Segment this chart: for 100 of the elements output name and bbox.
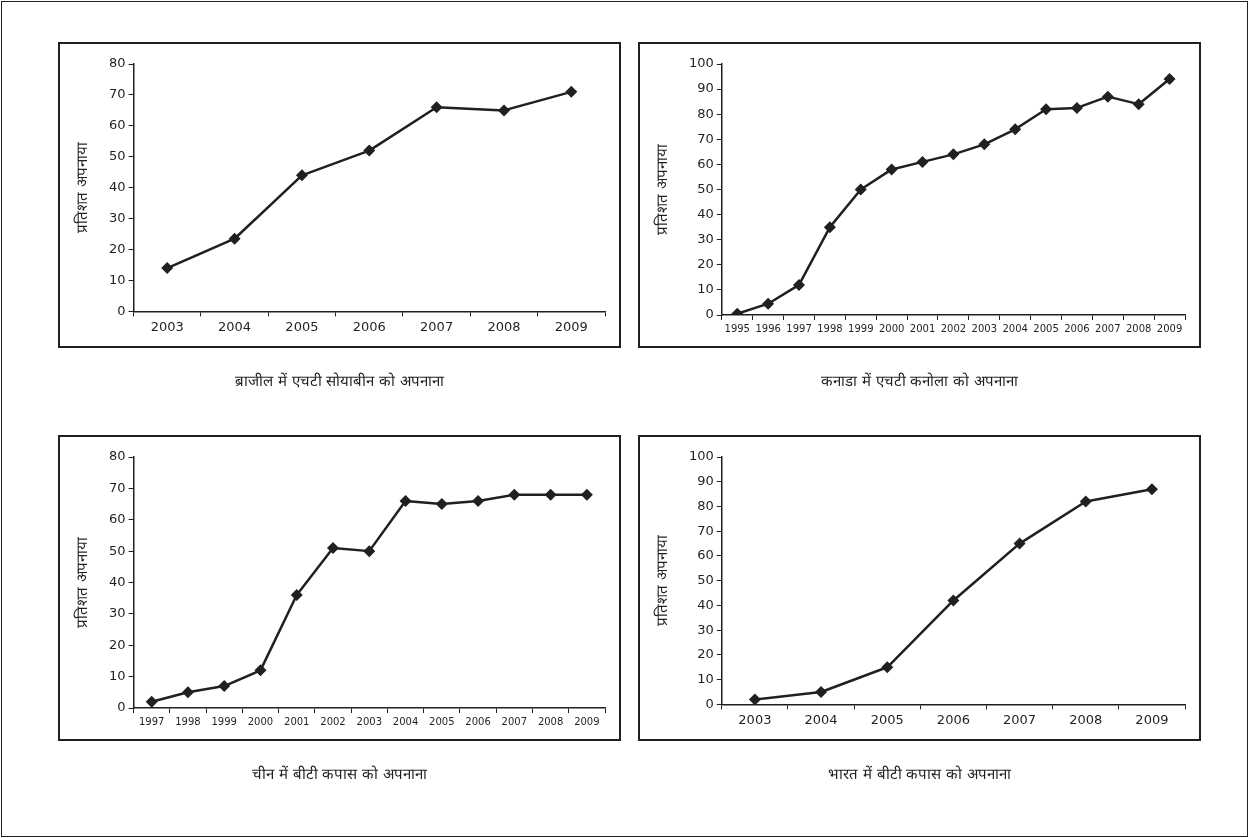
- x-tick-label: 2004: [218, 318, 252, 334]
- x-tick-label: 2008: [1125, 322, 1152, 334]
- y-axis-title: प्रतिशत अपनाया: [72, 141, 91, 234]
- x-tick-label: 2006: [936, 711, 970, 727]
- y-tick-label: 0: [117, 302, 126, 318]
- point: [399, 494, 412, 507]
- y-tick-label: 20: [109, 636, 126, 652]
- y-tick-label: 100: [688, 448, 714, 464]
- point: [161, 262, 174, 275]
- y-tick-label: 20: [109, 240, 126, 256]
- x-tick-label: 2009: [554, 318, 588, 334]
- x-tick-label: 2008: [1069, 711, 1103, 727]
- x-tick-label: 1999: [211, 715, 237, 727]
- y-tick-label: 10: [697, 671, 714, 687]
- y-tick-label: 50: [109, 148, 126, 164]
- y-tick-label: 60: [697, 547, 714, 563]
- y-tick-label: 70: [697, 522, 714, 538]
- point: [881, 661, 894, 674]
- y-tick-label: 50: [697, 180, 714, 196]
- y-tick-label: 60: [109, 511, 126, 527]
- x-tick-label: 2001: [284, 715, 310, 727]
- point: [145, 695, 158, 708]
- point: [823, 221, 836, 234]
- point: [363, 144, 376, 157]
- x-tick-label: 2005: [285, 318, 319, 334]
- y-tick-label: 30: [697, 621, 714, 637]
- point: [1101, 90, 1114, 103]
- x-tick-label: 2002: [320, 715, 346, 727]
- y-tick-label: 80: [697, 497, 714, 513]
- x-tick-label: 2000: [878, 322, 905, 334]
- x-tick-label: 2006: [352, 318, 386, 334]
- x-tick-label: 1998: [175, 715, 201, 727]
- x-tick-label: 2003: [150, 318, 184, 334]
- point: [544, 488, 557, 501]
- x-tick-label: 2003: [738, 711, 772, 727]
- point: [748, 693, 761, 705]
- y-axis-title: प्रतिशत अपनाया: [652, 143, 671, 235]
- text: चीन में बीटी कपास को अपनाना: [251, 764, 428, 783]
- point: [472, 494, 485, 507]
- point: [228, 232, 241, 245]
- x-tick-label: 2000: [247, 715, 274, 727]
- point: [430, 101, 443, 114]
- x-tick-label: 2001: [909, 322, 936, 334]
- point: [854, 183, 867, 196]
- x-tick-label: 2006: [465, 715, 491, 727]
- x-tick-label: 2003: [356, 715, 382, 727]
- y-tick-label: 10: [697, 281, 714, 297]
- point: [947, 148, 960, 161]
- point: [762, 297, 775, 310]
- y-tick-label: 30: [109, 605, 126, 621]
- y-tick-label: 80: [697, 105, 714, 121]
- y-tick-label: 20: [697, 646, 714, 662]
- point: [1079, 495, 1092, 508]
- y-axis-title: प्रतिशत अपनाया: [72, 536, 91, 628]
- y-tick-label: 20: [697, 256, 714, 272]
- point: [181, 686, 194, 699]
- y-tick-label: 90: [697, 473, 714, 489]
- x-tick-label: 2007: [501, 715, 528, 727]
- x-tick-label: 1998: [817, 322, 843, 334]
- y-tick-label: 70: [697, 130, 714, 146]
- x-tick-label: 2005: [870, 711, 904, 727]
- point: [1009, 123, 1022, 136]
- x-tick-label: 1997: [786, 322, 812, 334]
- point: [1040, 103, 1053, 116]
- y-tick-label: 60: [697, 155, 714, 171]
- x-tick-label: 2008: [537, 715, 564, 727]
- point: [947, 594, 960, 607]
- x-tick-label: 1997: [138, 715, 165, 727]
- text: कनाडा में एचटी कनोला को अपनाना: [820, 371, 1019, 390]
- x-tick-label: 2005: [1033, 322, 1059, 334]
- point: [497, 104, 510, 117]
- point: [1013, 537, 1026, 550]
- y-tick-label: 10: [109, 271, 126, 287]
- x-tick-label: 2003: [971, 322, 998, 334]
- y-tick-label: 70: [109, 479, 126, 495]
- x-tick-label: 1995: [724, 322, 750, 334]
- point: [815, 686, 828, 699]
- x-tick-label: 2004: [1002, 322, 1028, 334]
- point: [793, 278, 806, 291]
- y-tick-label: 40: [109, 573, 126, 589]
- point: [218, 680, 231, 693]
- point: [290, 589, 303, 602]
- y-tick-label: 40: [109, 179, 126, 195]
- y-tick-label: 50: [697, 572, 714, 588]
- y-axis-title: प्रतिशत अपनाया: [652, 534, 671, 627]
- point: [435, 498, 448, 511]
- x-tick-label: 2007: [1095, 322, 1121, 334]
- y-tick-label: 100: [688, 55, 714, 71]
- point: [978, 138, 991, 151]
- x-tick-label: 2004: [392, 715, 419, 727]
- y-tick-label: 40: [697, 205, 714, 221]
- y-tick-label: 90: [697, 80, 714, 96]
- x-tick-label: 2009: [574, 715, 600, 727]
- point: [580, 488, 593, 501]
- x-tick-label: 2007: [1003, 711, 1037, 727]
- point: [1163, 73, 1176, 86]
- point: [295, 169, 308, 182]
- x-tick-label: 1999: [848, 322, 874, 334]
- text: भारत में बीटी कपास को अपनाना: [827, 764, 1012, 783]
- y-tick-label: 50: [109, 542, 126, 558]
